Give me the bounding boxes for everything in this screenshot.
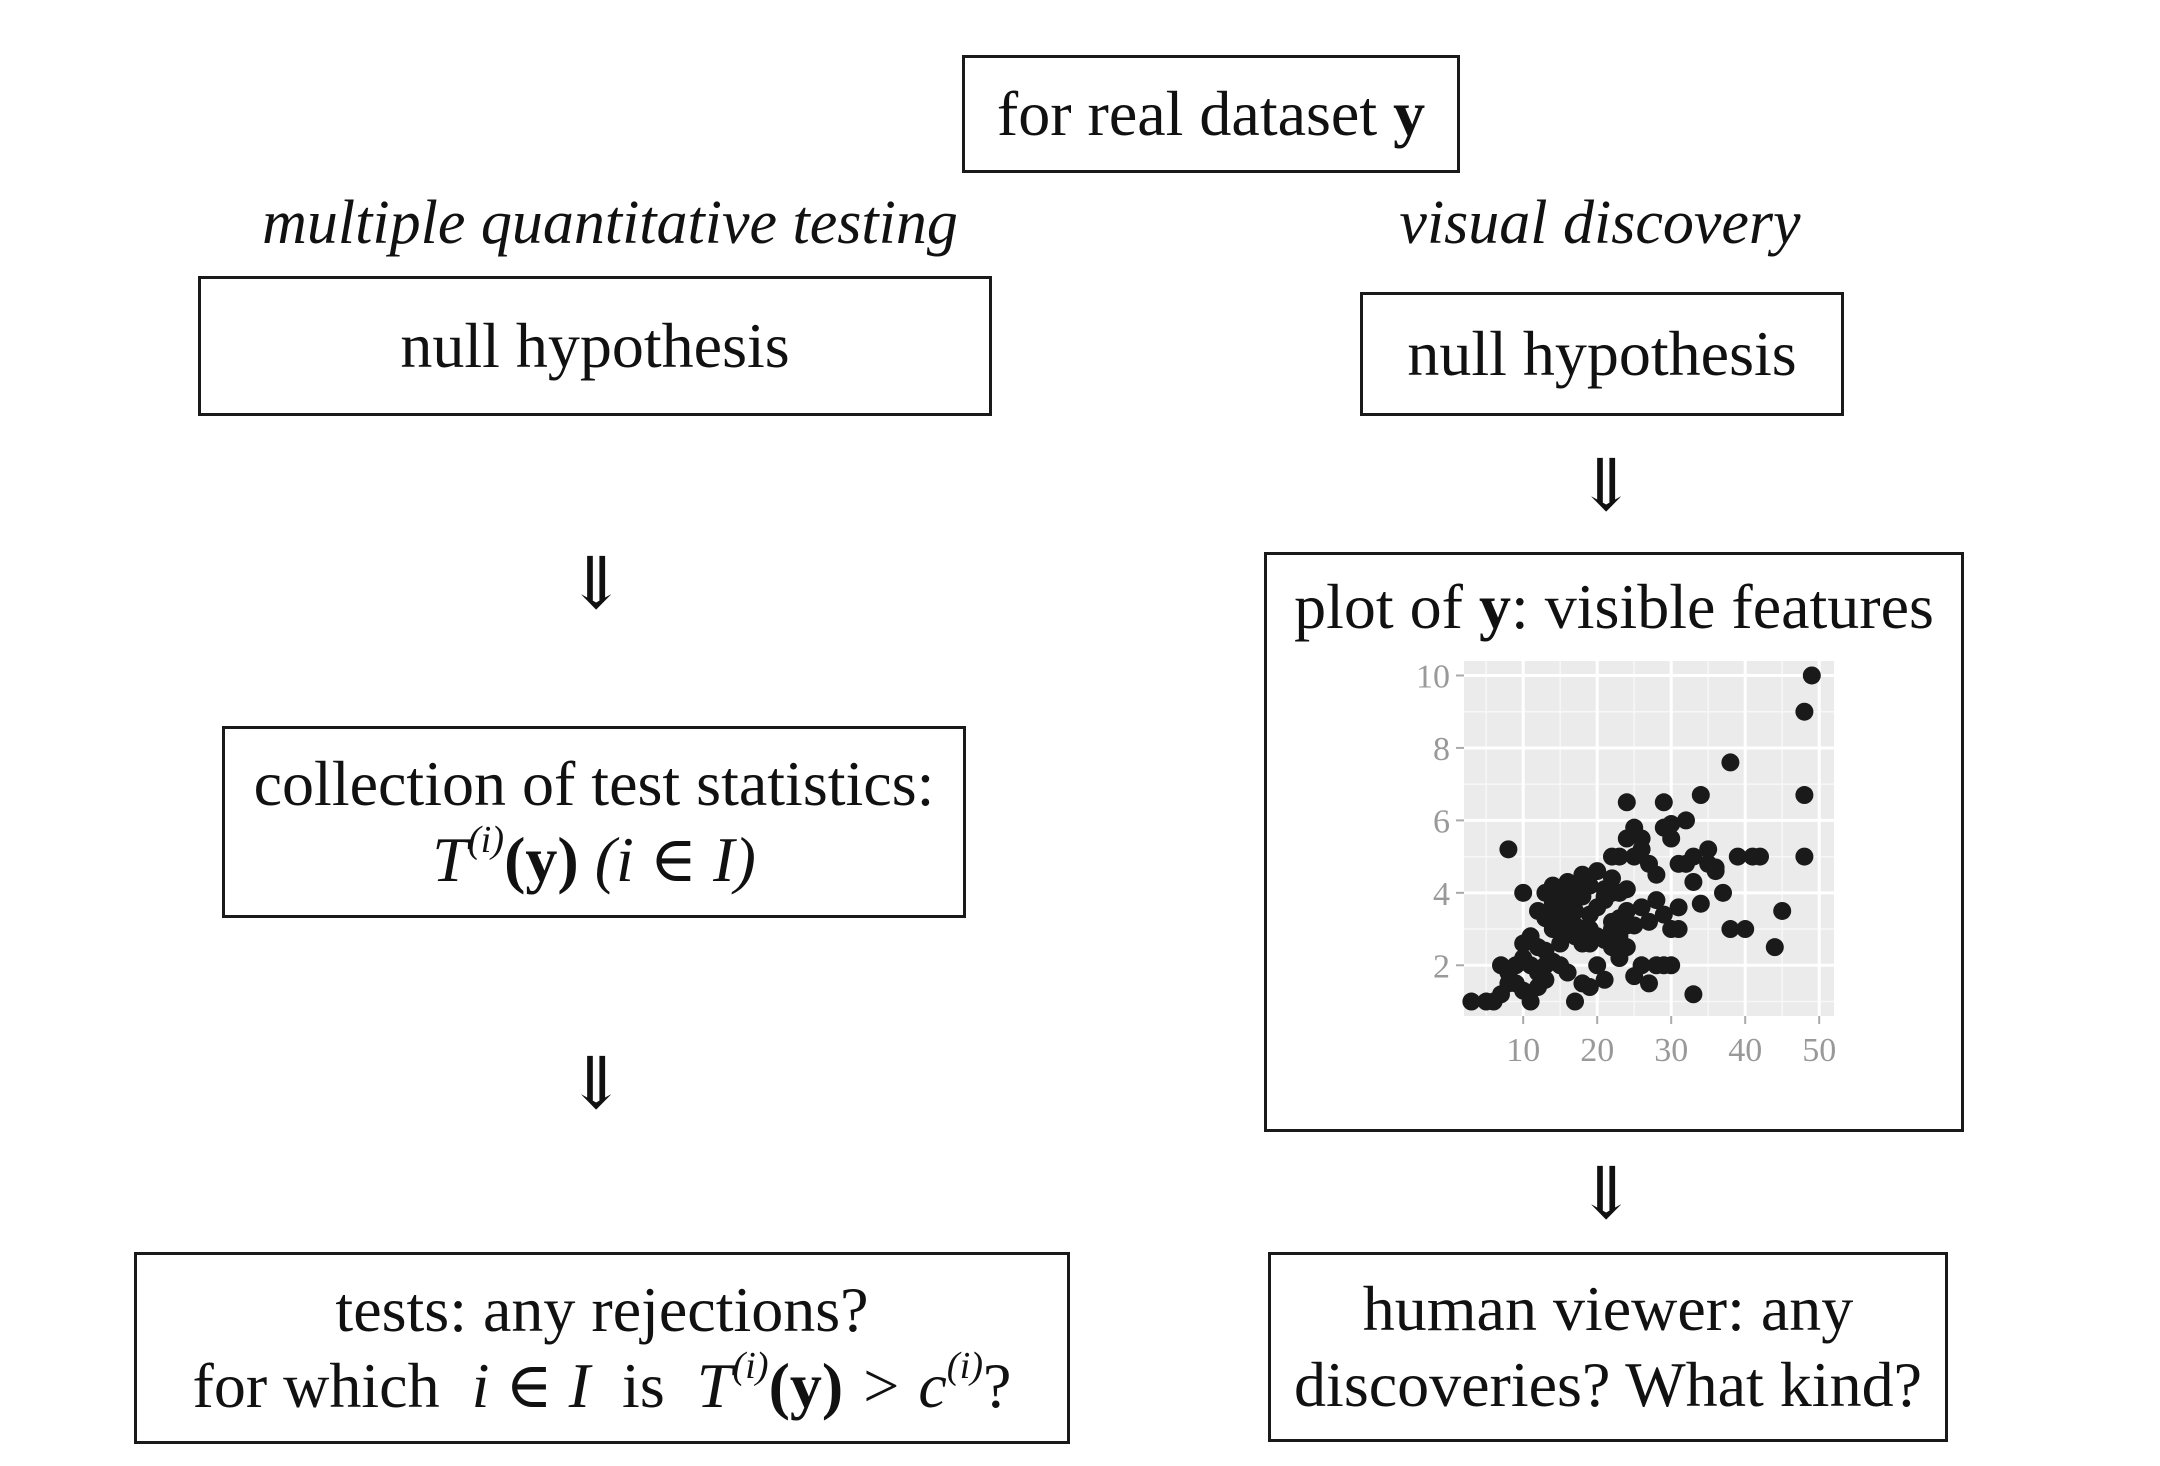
data-point	[1669, 897, 1688, 916]
data-point	[1603, 868, 1621, 887]
data-point	[1669, 919, 1688, 938]
test-statistics-box: collection of test statistics: T(i)(y) (…	[222, 726, 966, 918]
data-point	[1765, 937, 1784, 956]
data-point	[1617, 915, 1636, 934]
data-point	[1721, 919, 1740, 938]
data-point	[1499, 839, 1518, 858]
data-point	[1684, 984, 1703, 1003]
x-tick-label: 20	[1580, 1032, 1614, 1069]
tests-line2: for which i ∈ I is T(i)(y) > c(i)?	[192, 1345, 1012, 1421]
data-point	[1632, 955, 1651, 974]
tests-box: tests: any rejections? for which i ∈ I i…	[134, 1252, 1070, 1444]
data-point	[1580, 977, 1599, 996]
data-point	[1706, 861, 1725, 880]
data-point	[1588, 955, 1607, 974]
test-statistics-line2: T(i)(y) (i ∈ I)	[432, 819, 756, 895]
data-point	[1647, 890, 1666, 909]
data-point	[1714, 883, 1732, 902]
human-viewer-line1: human viewer: any	[1362, 1273, 1854, 1345]
data-point	[1566, 915, 1584, 934]
data-point	[1640, 973, 1658, 992]
x-tick-label: 10	[1506, 1032, 1540, 1069]
data-point	[1617, 901, 1636, 920]
data-point	[1677, 854, 1695, 873]
data-point	[1566, 992, 1584, 1011]
x-tick-label: 30	[1654, 1032, 1688, 1069]
data-point	[1514, 883, 1533, 902]
data-point	[1536, 908, 1555, 927]
data-point	[1721, 752, 1740, 771]
left-down-arrow-2: ⇓	[565, 1044, 627, 1124]
data-point	[1736, 919, 1755, 938]
y-tick-label: 10	[1416, 658, 1450, 695]
top-dataset-label: for real dataset y	[996, 78, 1426, 150]
y-tick-label: 8	[1433, 730, 1450, 767]
y-tick-label: 6	[1433, 803, 1450, 840]
data-point	[1691, 894, 1710, 913]
plot-title: plot of y: visible features	[1294, 571, 1934, 642]
top-dataset-box: for real dataset y	[962, 55, 1460, 173]
data-point	[1580, 876, 1599, 895]
data-point	[1677, 810, 1695, 829]
right-heading: visual discovery	[1399, 189, 1801, 257]
data-point	[1617, 879, 1636, 898]
human-viewer-line2: discoveries? What kind?	[1294, 1349, 1922, 1420]
right-down-arrow-1: ⇓	[1575, 446, 1637, 526]
data-point	[1654, 792, 1673, 811]
data-point	[1662, 829, 1681, 848]
data-point	[1773, 901, 1792, 920]
data-point	[1795, 702, 1814, 721]
right-down-arrow-2: ⇓	[1575, 1154, 1637, 1234]
left-down-arrow-1: ⇓	[565, 544, 627, 624]
plot-box: plot of y: visible features 10 20 30 40 50 2 4…	[1264, 552, 1964, 1132]
test-statistics-line1: collection of test statistics:	[253, 748, 935, 820]
data-point	[1728, 847, 1747, 866]
right-null-hypothesis-label: null hypothesis	[1407, 318, 1797, 390]
data-point	[1647, 865, 1666, 884]
y-tick-label: 4	[1433, 875, 1450, 912]
data-point	[1632, 897, 1651, 916]
data-point	[1691, 785, 1710, 804]
data-point	[1795, 785, 1814, 804]
data-point	[1617, 792, 1636, 811]
data-point	[1521, 992, 1540, 1011]
y-tick-label: 2	[1433, 948, 1450, 985]
data-point	[1662, 955, 1681, 974]
data-point	[1595, 930, 1614, 949]
right-null-hypothesis-box: null hypothesis	[1360, 292, 1844, 416]
data-point	[1558, 963, 1577, 982]
x-tick-label: 40	[1728, 1032, 1762, 1069]
data-point	[1654, 905, 1673, 924]
data-point	[1751, 847, 1769, 866]
data-point	[1640, 912, 1658, 931]
x-tick-label: 50	[1802, 1032, 1836, 1069]
human-viewer-box: human viewer: any discoveries? What kind…	[1268, 1252, 1948, 1442]
data-point	[1595, 970, 1614, 989]
data-point	[1462, 992, 1481, 1011]
scatter-plot: 10 20 30 40 50 2 4 6 8 10	[1416, 658, 1836, 1069]
data-point	[1566, 879, 1584, 898]
data-point	[1573, 934, 1592, 953]
tests-line1: tests: any rejections?	[335, 1274, 869, 1346]
data-point	[1536, 941, 1555, 960]
left-null-hypothesis-box: null hypothesis	[198, 276, 992, 416]
data-point	[1632, 829, 1651, 848]
data-point	[1588, 861, 1607, 880]
data-point	[1795, 847, 1814, 866]
left-heading: multiple quantitative testing	[262, 189, 958, 257]
data-point	[1603, 912, 1621, 931]
data-point	[1610, 847, 1629, 866]
left-null-hypothesis-label: null hypothesis	[400, 310, 790, 382]
data-point	[1802, 666, 1821, 685]
data-point	[1699, 839, 1718, 858]
data-point	[1684, 872, 1703, 891]
data-point	[1662, 814, 1681, 833]
